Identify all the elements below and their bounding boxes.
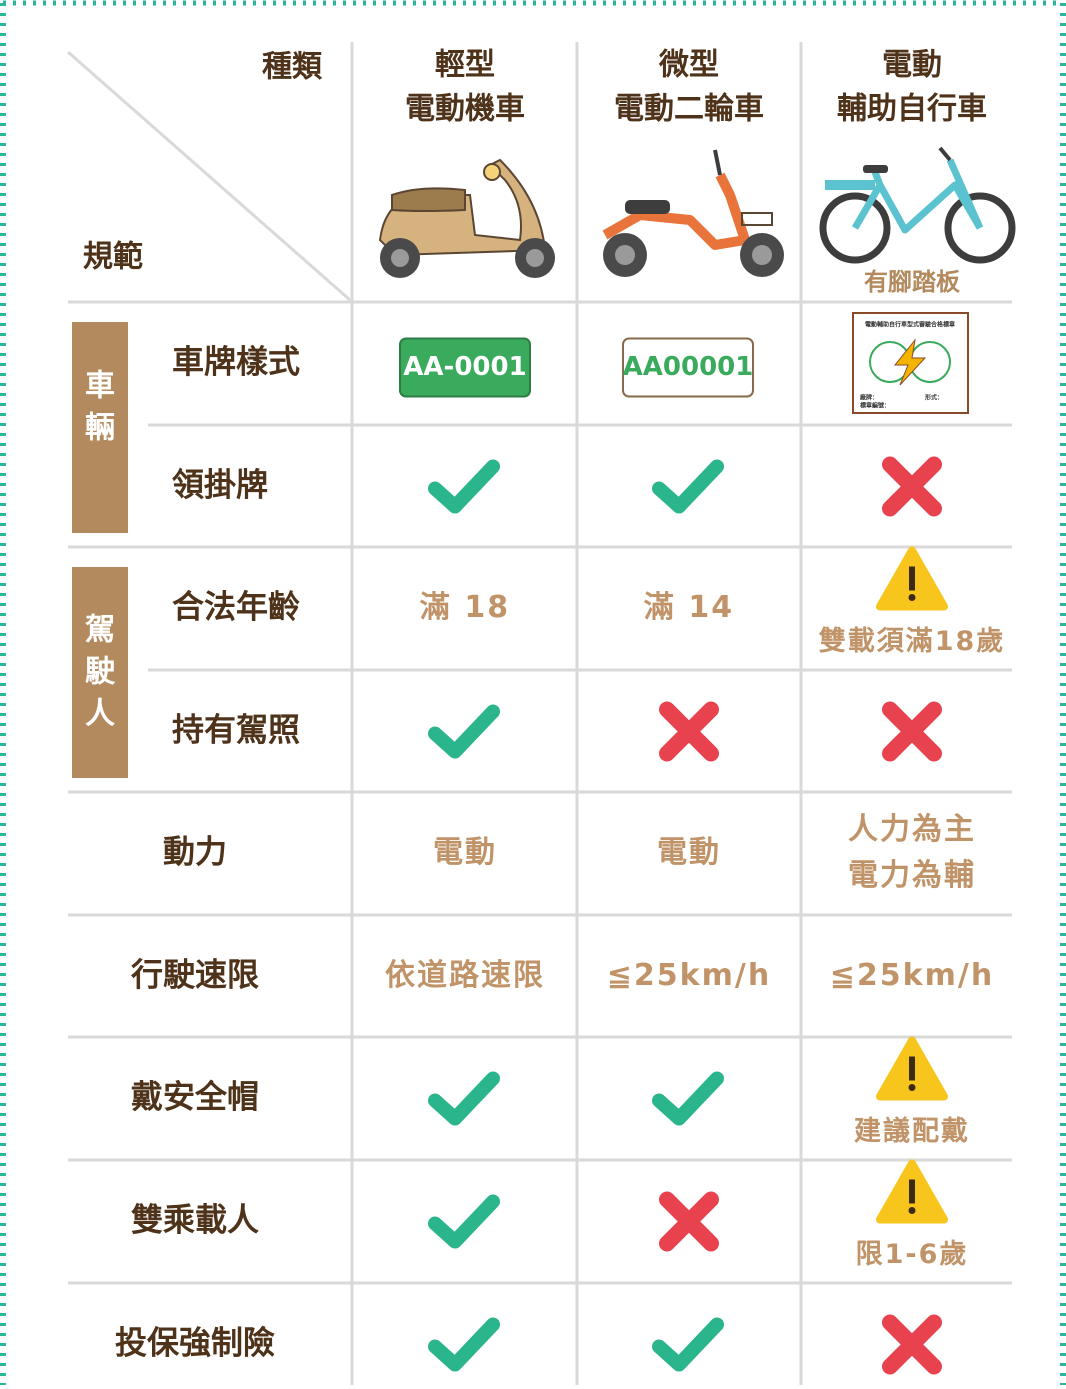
cell-text: 滿 14	[644, 590, 734, 625]
cell-text: 電力為輔	[848, 858, 976, 893]
scooter-illustration	[378, 158, 555, 278]
cell-text: 雙載須滿18歲	[819, 626, 1006, 657]
label-field: 廠牌：	[860, 394, 878, 402]
check-icon	[428, 1194, 500, 1249]
row-label: 行駛速限	[131, 956, 259, 994]
plate-text: AA00001	[623, 352, 754, 382]
group-label: 車輛	[85, 368, 115, 445]
row-label: 合法年齡	[172, 588, 300, 626]
column-title: 電動	[882, 48, 942, 83]
group-label: 駕駛人	[85, 612, 116, 731]
column-title: 輕型	[435, 48, 495, 83]
cross-icon	[882, 701, 942, 762]
check-icon	[428, 704, 500, 759]
cell-text: 依道路速限	[385, 958, 545, 993]
warning-mark	[909, 1179, 915, 1204]
label-title: 電動輔助自行車型式審驗合格標章	[865, 321, 955, 329]
corner-bottom: 規範	[83, 240, 143, 275]
group-box	[72, 322, 128, 533]
plate-text: AA-0001	[403, 352, 526, 382]
check-icon	[652, 1071, 724, 1126]
row-label: 投保強制險	[115, 1324, 275, 1362]
row-label: 車牌樣式	[172, 343, 300, 381]
label-field: 形式：	[925, 394, 943, 402]
check-icon	[652, 459, 724, 514]
label-bolt	[893, 338, 927, 386]
check-icon	[428, 1071, 500, 1126]
group-box	[72, 567, 128, 778]
row-label: 領掛牌	[172, 466, 268, 504]
corner-diagonal	[67, 50, 351, 302]
column-title: 電動機車	[405, 92, 525, 127]
cell-text: ≦25km/h	[830, 958, 994, 993]
check-icon	[428, 459, 500, 514]
row-label: 雙乘載人	[131, 1201, 259, 1239]
row-label: 持有駕照	[172, 711, 300, 749]
warning-dot	[908, 594, 916, 601]
check-icon	[652, 1317, 724, 1372]
label-field: 標章編號：	[860, 402, 890, 410]
cross-icon	[882, 1314, 942, 1375]
cross-icon	[882, 456, 942, 517]
corner-top: 種類	[262, 50, 323, 85]
warning-mark	[909, 1056, 915, 1081]
cell-text: ≦25km/h	[607, 958, 771, 993]
cell-text: 電動	[433, 835, 497, 870]
e-bike-illustration	[602, 149, 784, 277]
warning-dot	[908, 1207, 916, 1214]
cell-text: 電動	[657, 835, 721, 870]
cross-icon	[659, 701, 719, 762]
check-icon	[428, 1317, 500, 1372]
cell-text: 滿 18	[420, 590, 510, 625]
column-title: 輔助自行車	[837, 92, 987, 127]
cell-text: 限1-6歲	[856, 1239, 969, 1270]
column-note: 有腳踏板	[864, 268, 961, 296]
plate-green	[399, 337, 531, 398]
cross-icon	[659, 1191, 719, 1252]
warning-dot	[908, 1084, 916, 1091]
plate-white	[622, 337, 754, 398]
cell-text: 建議配戴	[854, 1116, 970, 1147]
row-label: 戴安全帽	[131, 1078, 259, 1116]
row-label: 動力	[163, 833, 227, 871]
cell-text: 人力為主	[848, 812, 976, 847]
bicycle-illustration	[819, 146, 1016, 264]
column-title: 電動二輪車	[614, 92, 764, 127]
warning-mark	[909, 566, 915, 591]
column-title: 微型	[658, 48, 719, 83]
